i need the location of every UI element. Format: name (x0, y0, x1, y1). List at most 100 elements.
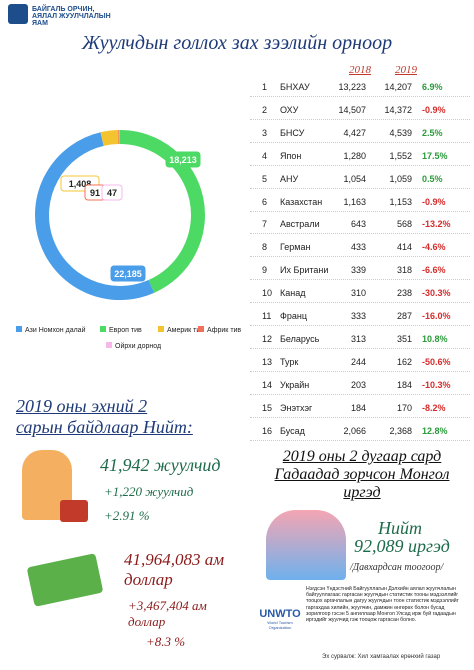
cell: -13.2% (422, 219, 451, 230)
cell: 414 (396, 242, 412, 253)
cell: 4,427 (343, 127, 366, 138)
cell: Бусад (280, 425, 305, 436)
cell: 13 (262, 356, 273, 367)
revenue: 41,964,083 ам доллар (124, 550, 225, 589)
legend-swatch (106, 342, 112, 348)
row-line (250, 439, 470, 441)
source: Эх сурвалж: Хил хамгаалах ерөнхий газар (322, 654, 441, 660)
legend-label: Ази Номхон далай (25, 326, 86, 334)
row-line (250, 164, 470, 166)
row-line (250, 118, 470, 120)
cell: Украйн (280, 379, 310, 390)
cell: 10.8% (422, 333, 448, 344)
outbound-heading: 2019 оны 2 дугаар сард Гадаадад зорчсон … (274, 448, 450, 501)
table: 2018 2019 1 БНХАУ 13,223 14,207 6.9% 2 ОХУ 14,507… (250, 60, 474, 445)
cell: -16.0% (422, 311, 451, 321)
cell: 1,054 (343, 173, 366, 184)
donut-chart: 18,213 Европ тив 22,185 Ази Номхон далай 1,4… (16, 129, 241, 350)
cell: 2.5% (422, 127, 443, 138)
row-line (250, 187, 470, 189)
legend-label: Европ тив (109, 327, 142, 334)
cell: 1,163 (343, 196, 366, 207)
label-bubble (101, 184, 123, 201)
cell: 17.5% (422, 150, 448, 161)
cell: -0.9% (422, 104, 446, 115)
cell: -10.3% (422, 379, 451, 390)
outbound-total: 92,089 иргэд (354, 536, 450, 556)
unwto-text: Нэгдсэн Үндэстний Байгууллагын Дэлхийн а… (306, 586, 459, 624)
cell: БНХАУ (280, 82, 310, 92)
cell: БНСУ (280, 127, 305, 138)
cell: 6.9% (422, 82, 443, 92)
cell: 2 (262, 104, 268, 115)
column-header: 2018 (349, 64, 371, 76)
cell: 339 (350, 265, 366, 276)
donut-segment (35, 132, 155, 300)
row-line (250, 233, 470, 235)
tourists: 41,942 жуулчид (100, 455, 221, 475)
cell: Казахстан (280, 196, 323, 207)
logo-text: UNWTO (259, 608, 301, 620)
cell: АНУ (280, 173, 299, 184)
total-label: Нийт (378, 518, 422, 538)
cell: 184 (396, 379, 412, 390)
cell: 1,153 (389, 196, 412, 207)
cell: 8 (262, 242, 268, 253)
donut-segment (119, 130, 205, 293)
outbound-note: /Давхардсан тоогоор/ (350, 562, 444, 573)
column-header: 2019 (395, 64, 417, 76)
cell: -8.2% (422, 402, 446, 413)
suitcase-icon (60, 500, 88, 522)
value-label: 91 (90, 188, 100, 198)
cell: 433 (350, 242, 366, 253)
cell: 2,368 (389, 425, 412, 436)
cell: 14,207 (384, 82, 412, 92)
cell: 4 (262, 150, 268, 161)
cell: 11 (262, 311, 272, 321)
cell: Канад (280, 288, 306, 299)
legend-swatch (158, 326, 164, 332)
cell: -50.6% (422, 356, 451, 367)
cell: 184 (350, 402, 366, 413)
cell: 7 (262, 219, 268, 230)
cell: 318 (396, 265, 412, 276)
cell: 9 (262, 265, 268, 276)
value-label: 18,213 (169, 155, 197, 165)
cell: 10 (262, 288, 273, 299)
donut-segment (100, 130, 119, 146)
cell: 244 (350, 356, 366, 367)
cell: Герман (280, 242, 311, 253)
cell: Беларусь (280, 333, 320, 344)
row-line (250, 96, 470, 97)
cell: 1,552 (389, 150, 412, 161)
legend-label: Америк тив (167, 327, 204, 334)
money-icon (26, 553, 104, 607)
label-bubble (165, 151, 201, 168)
cell: -30.3% (422, 288, 451, 299)
row-line (250, 141, 470, 143)
cell: 313 (350, 333, 366, 344)
legend-label: Ойрхи дорнод (115, 342, 161, 350)
cell: 333 (350, 311, 366, 321)
logo (8, 4, 28, 24)
cell: 1 (262, 82, 268, 92)
row-line (250, 416, 470, 418)
cell: ОХУ (280, 104, 299, 115)
cell: 287 (396, 311, 412, 321)
cell: 170 (396, 402, 412, 413)
cell: 15 (262, 402, 273, 413)
cell: Япон (280, 150, 302, 161)
value-label: 1,408 (69, 179, 92, 189)
title: Жуулчдын голлох зах зээлийн орноор (81, 32, 393, 54)
revenue-change: +3,467,404 ам доллар (128, 598, 207, 629)
cell: Франц (280, 311, 307, 321)
row-line (250, 325, 470, 326)
cell: Энэтхэг (280, 402, 313, 413)
legend-swatch (100, 326, 106, 332)
cell: -6.6% (422, 265, 446, 276)
cell: 14 (262, 379, 273, 390)
tourists-change: +1,220 жуулчид (104, 484, 194, 499)
cell: 2,066 (343, 425, 366, 436)
cell: 1,280 (343, 150, 366, 161)
